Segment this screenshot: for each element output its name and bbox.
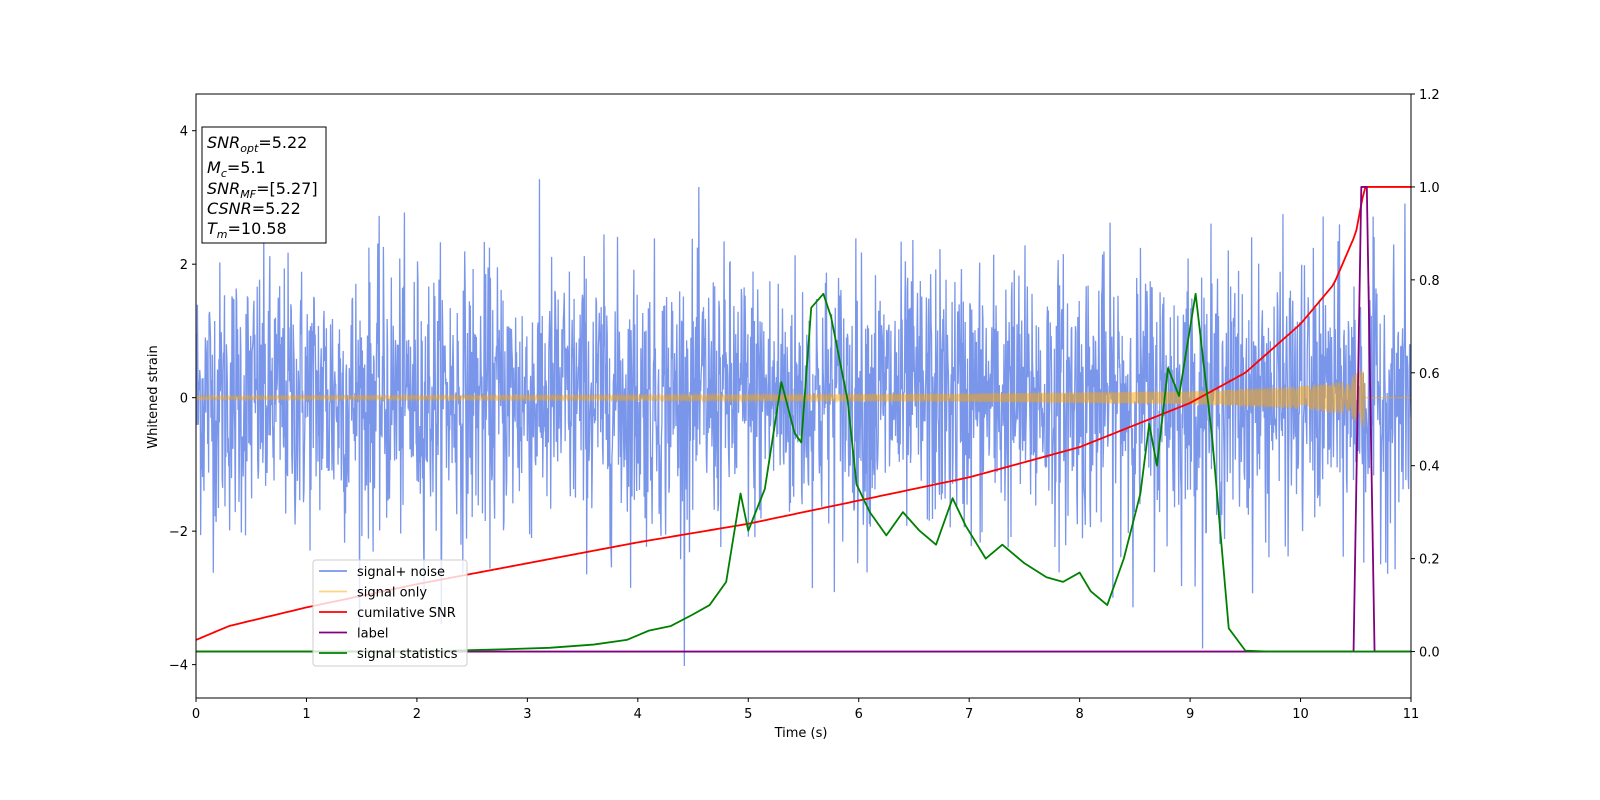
info-box-line: SNRopt=5.22 <box>207 133 307 155</box>
y-right-tick-label: 1.0 <box>1419 181 1440 196</box>
legend-entry: signal+ noise <box>357 565 445 580</box>
x-tick-label: 5 <box>744 707 752 722</box>
legend: signal+ noise signal only cumilative SNR la… <box>312 559 468 667</box>
info-box-line: CSNR=5.22 <box>207 199 301 218</box>
x-tick-label: 3 <box>523 707 531 722</box>
x-tick-label: 7 <box>965 707 973 722</box>
y-right-tick-label: 0.8 <box>1419 274 1440 289</box>
y-tick-label: 0 <box>180 392 188 407</box>
info-box-line: Tm=10.58 <box>207 219 287 241</box>
legend-entry: signal statistics <box>357 647 458 662</box>
x-tick-label: 1 <box>302 707 310 722</box>
legend-entry: cumilative SNR <box>357 606 456 621</box>
y-tick-label: −4 <box>169 659 188 674</box>
info-box-line: SNRMF=[5.27] <box>207 179 318 201</box>
y-tick-label: −2 <box>169 525 188 540</box>
x-tick-label: 11 <box>1403 707 1420 722</box>
y-tick-label: 2 <box>180 258 188 273</box>
x-axis-label: Time (s) <box>774 726 828 741</box>
series-signal-statistics <box>196 292 1411 653</box>
axes-layer: 0 1 2 3 4 5 6 7 8 9 10 11 −4 −2 0 2 4 0.0 0.2 0.4 0.6 0.8 1.0 1… <box>169 88 1440 722</box>
legend-entry: signal only <box>357 586 427 601</box>
y-right-tick-label: 0.2 <box>1419 553 1440 568</box>
x-tick-label: 0 <box>192 707 200 722</box>
x-tick-label: 4 <box>634 707 642 722</box>
y-right-tick-label: 0.6 <box>1419 367 1440 382</box>
y-right-tick-label: 0.0 <box>1419 646 1440 661</box>
x-tick-label: 9 <box>1186 707 1194 722</box>
x-tick-label: 8 <box>1075 707 1083 722</box>
y-axis-label: Whitened strain <box>146 345 161 448</box>
y-right-tick-label: 0.4 <box>1419 460 1440 475</box>
y-right-tick-label: 1.2 <box>1419 88 1440 103</box>
info-box: SNRopt=5.22 Mc=5.1SNRMF=[5.27]CSNR=5.22Tm… <box>201 126 327 244</box>
legend-entry: label <box>357 627 388 642</box>
plot-frame <box>195 93 1412 699</box>
x-tick-label: 10 <box>1292 707 1309 722</box>
info-box-line: Mc=5.1 <box>207 158 266 180</box>
y-tick-label: 4 <box>180 125 188 140</box>
info-box-frame <box>201 126 327 244</box>
legend-frame <box>312 559 468 667</box>
x-tick-label: 6 <box>855 707 863 722</box>
x-tick-label: 2 <box>413 707 421 722</box>
